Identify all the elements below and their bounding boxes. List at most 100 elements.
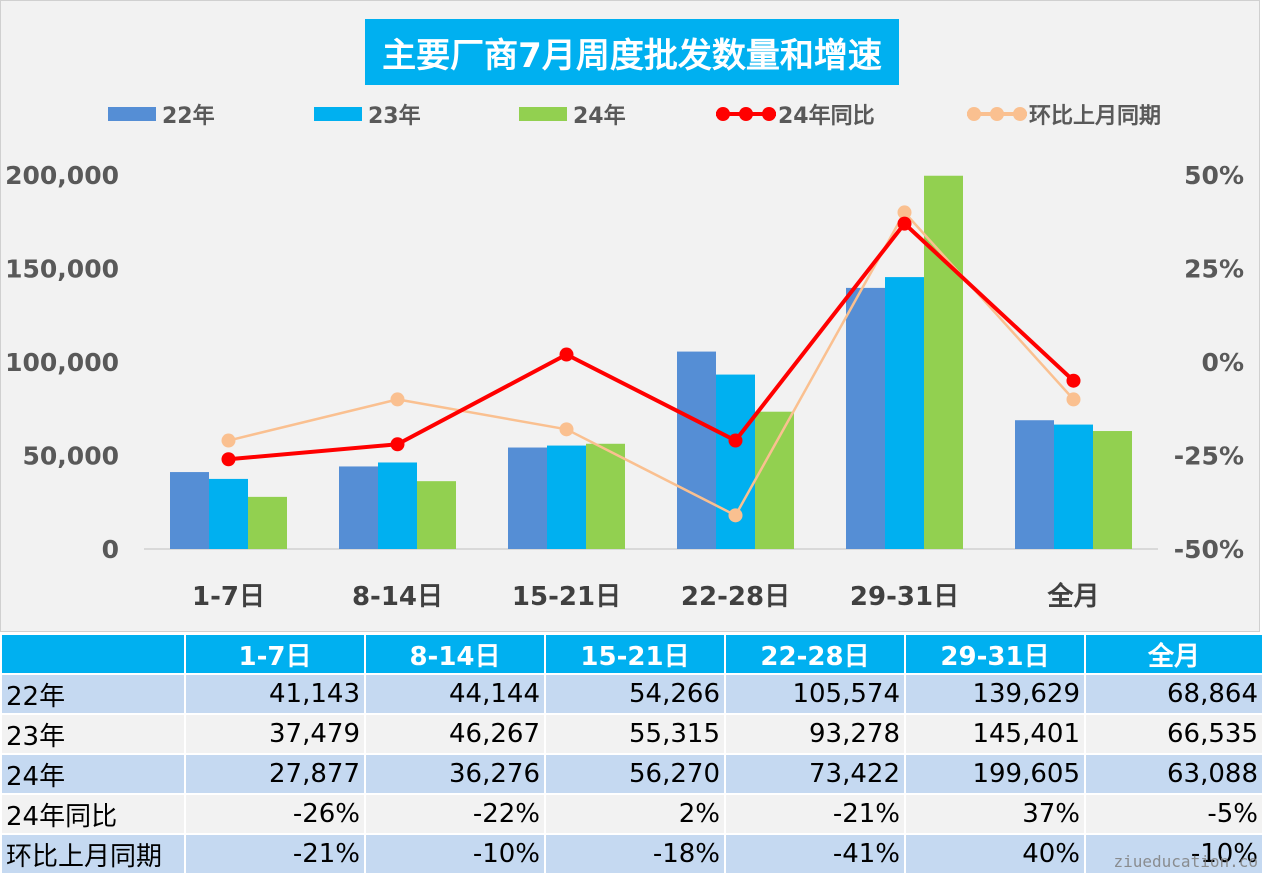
point-mom	[897, 205, 912, 220]
table-row-label: 环比上月同期	[0, 833, 186, 875]
table-cell: 68,864	[1084, 673, 1262, 715]
legend-label-22: 22年	[162, 104, 215, 129]
bar-23	[716, 374, 755, 549]
x-tick-label: 1-7日	[192, 582, 265, 612]
y-left-tick-label: 50,000	[23, 442, 119, 471]
point-yoy	[1066, 373, 1081, 388]
table-cell: 55,315	[544, 713, 726, 755]
table-cell: 105,574	[724, 673, 906, 715]
table-cell: 41,143	[184, 673, 366, 715]
bar-22	[846, 287, 885, 549]
legend-line-yoy	[716, 104, 776, 124]
table-cell: 36,276	[364, 753, 546, 795]
line-mom	[228, 211, 1075, 517]
table-cell: 2%	[544, 793, 726, 835]
bar-24	[755, 411, 794, 549]
table-header-cell: 8-14日	[364, 633, 546, 675]
table-cell: -41%	[724, 833, 906, 875]
legend-item-mom: 环比上月同期	[967, 99, 1161, 129]
point-mom	[728, 508, 743, 523]
y-right-tick-label: 0%	[1202, 348, 1244, 377]
point-mom	[221, 433, 236, 448]
table-cell: -21%	[724, 793, 906, 835]
table-cell: 46,267	[364, 713, 546, 755]
y-left-tick-label: 0	[102, 535, 119, 564]
table-cell: -22%	[364, 793, 546, 835]
table-row-label: 24年同比	[0, 793, 186, 835]
bar-24	[1093, 431, 1132, 549]
y-right-tick-label: 25%	[1184, 255, 1244, 284]
watermark: ziueducation.co	[1113, 852, 1259, 871]
legend-swatch-22	[108, 107, 156, 121]
legend-item-22: 22年	[108, 99, 215, 129]
legend-label-mom: 环比上月同期	[1029, 104, 1162, 129]
bar-24	[248, 496, 287, 549]
table-cell: 63,088	[1084, 753, 1262, 795]
data-table: 1-7日 8-14日 15-21日 22-28日 29-31日 全月 22年 4…	[0, 633, 1262, 875]
point-mom	[559, 422, 574, 437]
legend-line-mom	[967, 104, 1027, 124]
table-row-label: 23年	[0, 713, 186, 755]
table-cell: 27,877	[184, 753, 366, 795]
table-header-cell: 29-31日	[904, 633, 1086, 675]
table-cell: 40%	[904, 833, 1086, 875]
legend-item-24: 24年	[519, 99, 626, 129]
chart-title: 主要厂商7月周度批发数量和增速	[365, 19, 899, 85]
point-yoy	[559, 347, 574, 362]
bar-23	[209, 478, 248, 549]
table-row: 22年 41,143 44,144 54,266 105,574 139,629…	[0, 673, 1262, 715]
y-right-tick-label: 50%	[1184, 161, 1244, 190]
table-row-label: 24年	[0, 753, 186, 795]
table-row: 环比上月同期 -21% -10% -18% -41% 40% -10%	[0, 833, 1262, 875]
legend-label-24: 24年	[573, 104, 626, 129]
bar-23	[378, 462, 417, 549]
table-cell: 66,535	[1084, 713, 1262, 755]
bar-24	[586, 443, 625, 549]
y-left-tick-label: 150,000	[5, 255, 119, 284]
legend-label-yoy: 24年同比	[778, 104, 875, 129]
table-cell: 37%	[904, 793, 1086, 835]
table-cell: -21%	[184, 833, 366, 875]
point-yoy	[728, 433, 743, 448]
table-cell: 73,422	[724, 753, 906, 795]
bar-22	[677, 351, 716, 549]
x-tick-label: 22-28日	[681, 582, 790, 612]
bar-22	[339, 466, 378, 549]
table-cell: -10%	[364, 833, 546, 875]
table-cell: 44,144	[364, 673, 546, 715]
y-left-tick-label: 100,000	[5, 348, 119, 377]
chart-area: 0 50,000 100,000 150,000 200,000 -50% -25% 0% 25…	[0, 0, 1260, 632]
y-left-tick-label: 200,000	[5, 161, 119, 190]
table-cell: 56,270	[544, 753, 726, 795]
y-right-tick-label: -50%	[1174, 535, 1244, 564]
table-cell: 93,278	[724, 713, 906, 755]
legend-swatch-23	[314, 107, 362, 121]
table-row: 24年同比 -26% -22% 2% -21% 37% -5%	[0, 793, 1262, 835]
table-cell: 54,266	[544, 673, 726, 715]
line-yoy	[228, 221, 1075, 462]
table-header-corner	[0, 633, 186, 675]
point-yoy	[897, 216, 912, 231]
table-header-cell: 22-28日	[724, 633, 906, 675]
legend-label-23: 23年	[368, 104, 421, 129]
table-header-row: 1-7日 8-14日 15-21日 22-28日 29-31日 全月	[0, 633, 1262, 675]
table-row-label: 22年	[0, 673, 186, 715]
table-cell: -5%	[1084, 793, 1262, 835]
x-tick-label: 8-14日	[352, 582, 443, 612]
legend-swatch-24	[519, 107, 567, 121]
point-yoy	[390, 437, 405, 452]
table-cell: 139,629	[904, 673, 1086, 715]
point-mom	[1066, 392, 1081, 407]
y-right-tick-label: -25%	[1174, 442, 1244, 471]
bar-22	[170, 472, 209, 549]
table-cell: -26%	[184, 793, 366, 835]
bar-23	[547, 445, 586, 549]
table-header-cell: 15-21日	[544, 633, 726, 675]
point-yoy	[221, 452, 236, 467]
bar-23	[885, 277, 924, 549]
bar-24	[417, 481, 456, 549]
bar-22	[1015, 420, 1054, 549]
x-tick-label: 15-21日	[512, 582, 621, 612]
table-header-cell: 全月	[1084, 633, 1262, 675]
table-cell: 145,401	[904, 713, 1086, 755]
